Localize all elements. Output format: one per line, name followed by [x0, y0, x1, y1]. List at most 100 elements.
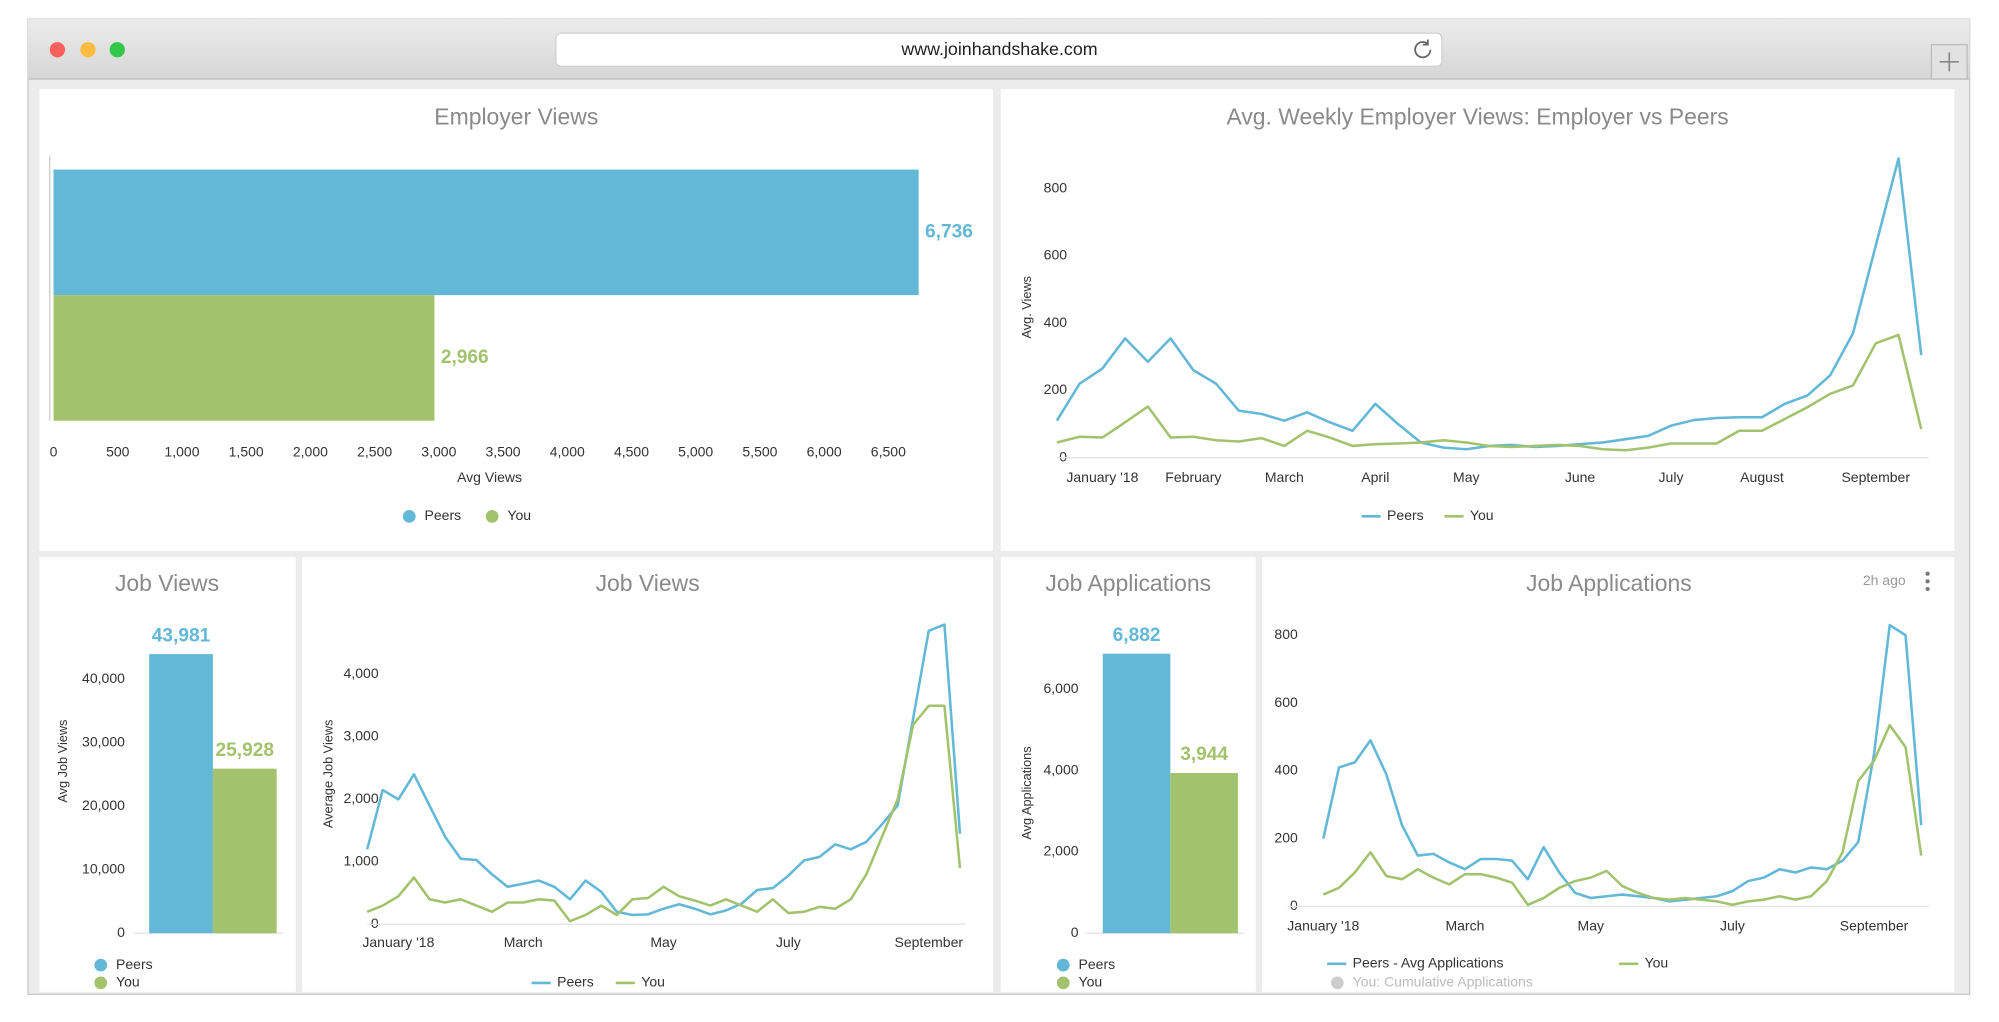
legend-label: Peers [425, 507, 462, 523]
minimize-button[interactable] [80, 42, 96, 58]
legend-label: Peers - Avg Applications [1353, 955, 1504, 971]
y-axis-label: Avg Job Views [55, 720, 70, 803]
legend-label: You: Cumulative Applications [1353, 974, 1533, 990]
series-line [366, 704, 962, 923]
legend-marker [1330, 976, 1344, 990]
x-tick-label: March [1265, 469, 1304, 485]
y-tick-label: 400 [1044, 314, 1068, 330]
y-tick-label: 600 [1274, 694, 1298, 710]
y-tick-label: 600 [1044, 247, 1068, 263]
x-tick-label: August [1740, 469, 1784, 485]
y-tick-label: 1,000 [344, 853, 379, 869]
x-tick-label: 2,500 [357, 443, 392, 459]
series-line [1322, 723, 1923, 907]
y-tick-label: 6,000 [1043, 680, 1078, 696]
legend-label: Peers [116, 956, 153, 972]
reload-button[interactable] [1414, 39, 1432, 59]
new-tab-icon [1939, 52, 1959, 72]
y-axis-label: Average Job Views [320, 720, 335, 829]
x-tick-label: January '18 [362, 934, 434, 950]
x-tick-label: 4,500 [614, 443, 649, 459]
bar [1170, 773, 1238, 934]
value-label: 2,966 [441, 347, 489, 368]
y-axis-label: Avg Applications [1019, 746, 1034, 839]
legend-label: You [116, 974, 140, 990]
bar [1102, 653, 1171, 934]
y-tick-label: 200 [1274, 829, 1298, 845]
x-tick-label: March [504, 934, 543, 950]
x-tick-label: 6,500 [871, 443, 906, 459]
y-tick-label: 40,000 [82, 670, 125, 686]
y-tick-label: 4,000 [1043, 761, 1078, 777]
x-tick-label: 3,500 [486, 443, 521, 459]
chart-title: Job Views [596, 570, 700, 596]
y-axis-label: Avg. Views [1019, 276, 1034, 339]
x-tick-label: April [1361, 469, 1389, 485]
y-tick-label: 400 [1274, 762, 1298, 778]
value-label: 3,944 [1180, 744, 1228, 765]
x-tick-label: May [650, 934, 676, 950]
legend-marker [94, 976, 108, 990]
address-bar[interactable] [555, 32, 1443, 67]
menu-icon[interactable] [1925, 586, 1930, 592]
timestamp: 2h ago [1863, 572, 1906, 588]
y-tick-label: 800 [1274, 626, 1298, 642]
panel [302, 557, 994, 992]
bar [53, 169, 919, 296]
bar [53, 295, 435, 421]
y-tick-label: 800 [1044, 179, 1068, 195]
bar [212, 768, 277, 934]
legend-marker [1056, 976, 1070, 990]
url: www.joinhandshake.com [900, 39, 1097, 59]
legend-marker [485, 509, 499, 523]
x-tick-label: July [776, 934, 801, 950]
chart-title: Job Applications [1526, 570, 1692, 596]
chart-title: Job Applications [1045, 570, 1211, 596]
y-tick-label: 30,000 [82, 734, 125, 750]
x-tick-label: 3,000 [421, 443, 456, 459]
panel [1000, 89, 1955, 551]
zoom-button[interactable] [109, 42, 125, 58]
x-tick-label: 1,500 [229, 443, 264, 459]
legend-marker [1056, 958, 1070, 972]
legend-label: You [1470, 507, 1494, 523]
x-tick-label: January '18 [1287, 918, 1359, 934]
legend-label: Peers [1079, 956, 1116, 972]
legend-label: Peers [1387, 507, 1424, 523]
x-axis-label: Avg Views [457, 469, 522, 485]
x-tick-label: June [1565, 469, 1596, 485]
legend-label: You [507, 507, 531, 523]
menu-icon[interactable] [1925, 571, 1930, 576]
close-button[interactable] [49, 42, 66, 58]
y-tick-label: 0 [1071, 924, 1079, 940]
x-tick-label: September [894, 934, 963, 950]
x-tick-label: May [1453, 469, 1479, 485]
value-label: 6,882 [1113, 625, 1161, 646]
x-tick-label: September [1841, 469, 1910, 485]
x-tick-label: July [1659, 469, 1684, 485]
x-tick-label: May [1578, 918, 1604, 934]
x-tick-label: 2,000 [293, 443, 328, 459]
legend-label: You [641, 974, 665, 990]
x-tick-label: January '18 [1066, 469, 1138, 485]
x-tick-label: 4,000 [550, 443, 585, 459]
x-tick-label: 5,000 [678, 443, 713, 459]
legend-marker [402, 509, 416, 523]
x-tick-label: 1,000 [164, 443, 199, 459]
series-line [1322, 623, 1923, 903]
x-tick-label: February [1165, 469, 1221, 485]
chart-title: Avg. Weekly Employer Views: Employer vs … [1226, 104, 1728, 130]
menu-icon[interactable] [1925, 579, 1930, 584]
y-tick-label: 0 [1290, 897, 1298, 913]
legend-marker [94, 958, 108, 972]
y-tick-label: 200 [1044, 381, 1068, 397]
y-tick-label: 0 [371, 915, 379, 931]
chart-title: Job Views [115, 570, 219, 596]
value-label: 43,981 [152, 625, 211, 646]
y-tick-label: 3,000 [344, 728, 379, 744]
chart-title: Employer Views [434, 104, 598, 130]
series-line [1056, 333, 1923, 452]
y-tick-label: 10,000 [82, 860, 125, 876]
